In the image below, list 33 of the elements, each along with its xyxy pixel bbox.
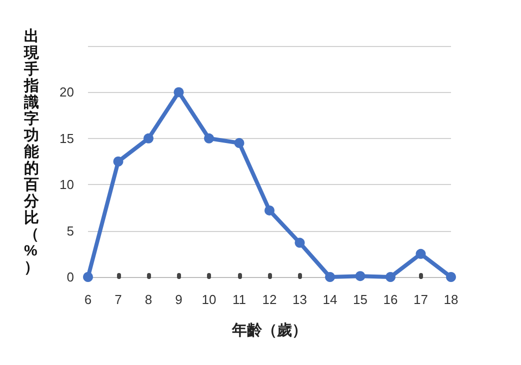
point [83, 272, 93, 282]
point [325, 272, 335, 282]
text: 出現手指識字功能的百分比（%） [24, 28, 39, 276]
point [294, 238, 305, 248]
y-tick-label: 5 [66, 223, 74, 238]
point [204, 133, 214, 144]
x-tick-label: 12 [262, 292, 277, 307]
x-tick-label: 7 [114, 292, 122, 307]
x-tick-label: 10 [202, 292, 216, 307]
y-tick-label: 15 [60, 130, 74, 146]
point [113, 156, 124, 166]
x-tick-label: 16 [383, 292, 398, 307]
point [386, 272, 396, 282]
point [174, 87, 184, 98]
x-axis-title: 年齡（歲） [231, 322, 307, 339]
point [264, 205, 274, 216]
x-tick-label: 6 [84, 292, 92, 307]
x-tick-label: 17 [414, 292, 428, 307]
x-tick-label: 9 [175, 292, 182, 307]
x-tick-label: 18 [444, 292, 458, 307]
x-tick-label: 13 [292, 292, 307, 307]
point [144, 133, 154, 144]
x-tick-label: 11 [232, 292, 246, 307]
point [446, 272, 456, 282]
point [355, 271, 366, 282]
x-tick-label: 15 [353, 292, 368, 307]
y-tick-label: 10 [60, 177, 74, 192]
x-tick-label: 14 [322, 292, 338, 307]
x-tick-label: 8 [144, 292, 152, 307]
y-tick-label: 20 [60, 84, 74, 100]
point [234, 138, 244, 148]
y-tick-label: 0 [66, 270, 74, 284]
point [416, 248, 426, 259]
